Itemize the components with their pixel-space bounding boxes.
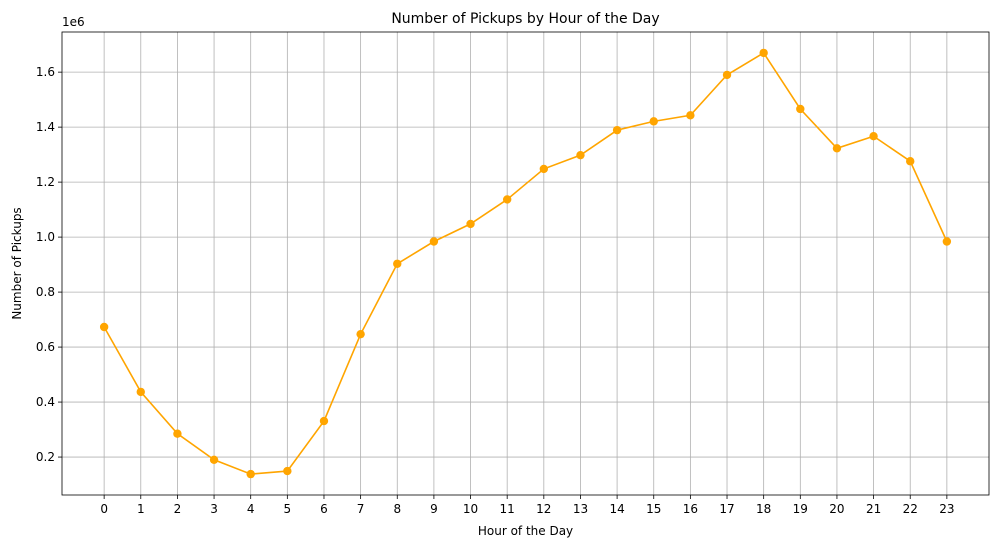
y-tick-label: 0.4 bbox=[36, 395, 55, 409]
data-point bbox=[209, 455, 219, 465]
y-tick-label: 1.0 bbox=[36, 230, 55, 244]
plot-frame bbox=[61, 31, 990, 496]
data-point bbox=[136, 387, 145, 397]
data-point bbox=[173, 429, 182, 438]
y-axis-label: Number of Pickups bbox=[10, 207, 24, 319]
x-tick-label: 10 bbox=[463, 502, 478, 516]
series-line bbox=[103, 51, 948, 475]
y-tick-label: 1.2 bbox=[36, 175, 55, 189]
data-point bbox=[722, 70, 732, 80]
data-point bbox=[393, 259, 402, 268]
y-axis-ticks: 0.2 0.4 0.6 0.8 1.0 1.2 1.4 1.6 bbox=[36, 65, 62, 464]
x-tick-label: 4 bbox=[247, 502, 255, 516]
data-point bbox=[759, 48, 768, 58]
x-tick-label: 21 bbox=[866, 502, 881, 516]
x-tick-label: 20 bbox=[829, 502, 844, 516]
x-tick-label: 1 bbox=[137, 502, 145, 516]
data-point bbox=[612, 125, 622, 135]
data-point bbox=[576, 150, 585, 160]
x-tick-label: 5 bbox=[284, 502, 292, 516]
x-tick-label: 15 bbox=[646, 502, 661, 516]
data-point bbox=[869, 132, 878, 141]
chart-title: Number of Pickups by Hour of the Day bbox=[391, 11, 659, 27]
y-tick-label: 0.2 bbox=[36, 450, 55, 464]
x-tick-label: 19 bbox=[793, 502, 808, 516]
data-point bbox=[539, 164, 549, 174]
x-tick-label: 12 bbox=[536, 502, 551, 516]
x-tick-label: 9 bbox=[430, 502, 438, 516]
x-tick-label: 11 bbox=[500, 502, 515, 516]
data-point bbox=[319, 416, 329, 426]
data-point bbox=[502, 195, 512, 204]
data-point bbox=[356, 329, 365, 339]
x-axis-label: Hour of the Day bbox=[478, 524, 573, 538]
y-tick-label: 1.4 bbox=[36, 120, 55, 134]
y-tick-label: 0.6 bbox=[36, 340, 55, 354]
data-point bbox=[283, 466, 292, 476]
data-point bbox=[649, 117, 658, 126]
x-tick-label: 14 bbox=[609, 502, 624, 516]
x-tick-label: 8 bbox=[393, 502, 401, 516]
data-point bbox=[246, 469, 255, 479]
data-point bbox=[832, 144, 842, 153]
x-tick-label: 23 bbox=[939, 502, 954, 516]
x-tick-label: 2 bbox=[174, 502, 182, 516]
x-tick-label: 18 bbox=[756, 502, 771, 516]
x-tick-label: 6 bbox=[320, 502, 328, 516]
x-tick-label: 7 bbox=[357, 502, 365, 516]
data-point bbox=[942, 237, 952, 246]
x-tick-label: 3 bbox=[210, 502, 218, 516]
y-tick-label: 0.8 bbox=[36, 285, 55, 299]
x-axis-ticks: 0 1 2 3 4 5 6 7 8 9 10 11 12 13 14 15 16 17 18 19 20 21 22 23 bbox=[100, 495, 955, 516]
data-point bbox=[429, 237, 439, 246]
data-point bbox=[906, 157, 915, 166]
data-point bbox=[466, 219, 475, 229]
series-group bbox=[99, 48, 952, 479]
x-tick-label: 17 bbox=[719, 502, 734, 516]
x-tick-label: 16 bbox=[683, 502, 698, 516]
y-axis-offset-label: 1e6 bbox=[62, 15, 85, 29]
data-point bbox=[686, 111, 695, 120]
x-tick-label: 22 bbox=[903, 502, 918, 516]
y-tick-label: 1.6 bbox=[36, 65, 55, 79]
data-point bbox=[99, 322, 109, 332]
grid bbox=[62, 32, 989, 495]
x-tick-label: 13 bbox=[573, 502, 588, 516]
data-point bbox=[796, 104, 805, 114]
x-tick-label: 0 bbox=[100, 502, 108, 516]
